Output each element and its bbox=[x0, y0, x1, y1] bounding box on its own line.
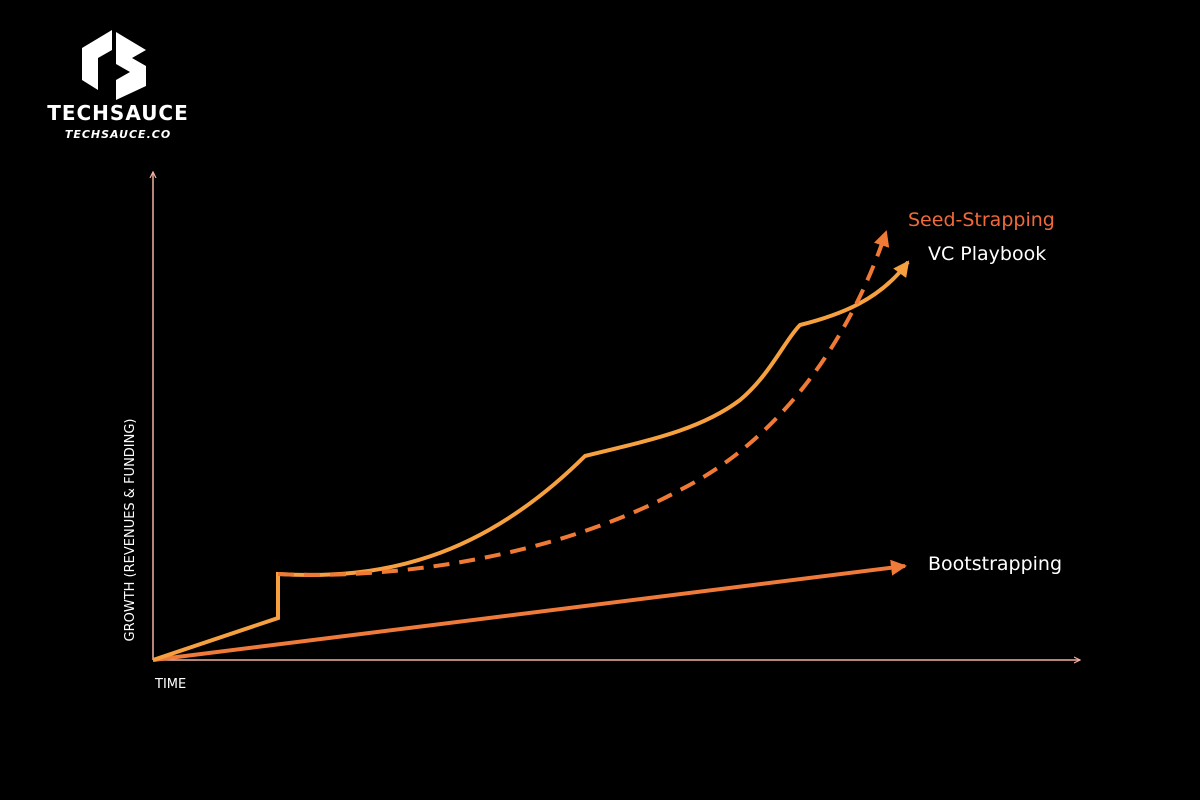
curve-label: Bootstrapping bbox=[928, 553, 1062, 575]
x-axis-label: TIME bbox=[154, 677, 186, 692]
vc-playbook-curve bbox=[152, 260, 910, 662]
logo: TECHSAUCE TECHSAUCE.CO bbox=[47, 30, 189, 141]
logo-url: TECHSAUCE.CO bbox=[65, 128, 171, 141]
logo-mark bbox=[82, 30, 112, 90]
curve-label: Seed-Strapping bbox=[908, 209, 1055, 231]
y-axis-label: GROWTH (REVENUES & FUNDING) bbox=[123, 418, 138, 641]
logo-name: TECHSAUCE bbox=[47, 101, 189, 125]
logo-mark bbox=[116, 32, 146, 100]
seed-strapping-curve bbox=[277, 230, 890, 577]
curve-label: VC Playbook bbox=[928, 243, 1046, 265]
bootstrapping-line bbox=[152, 559, 907, 662]
